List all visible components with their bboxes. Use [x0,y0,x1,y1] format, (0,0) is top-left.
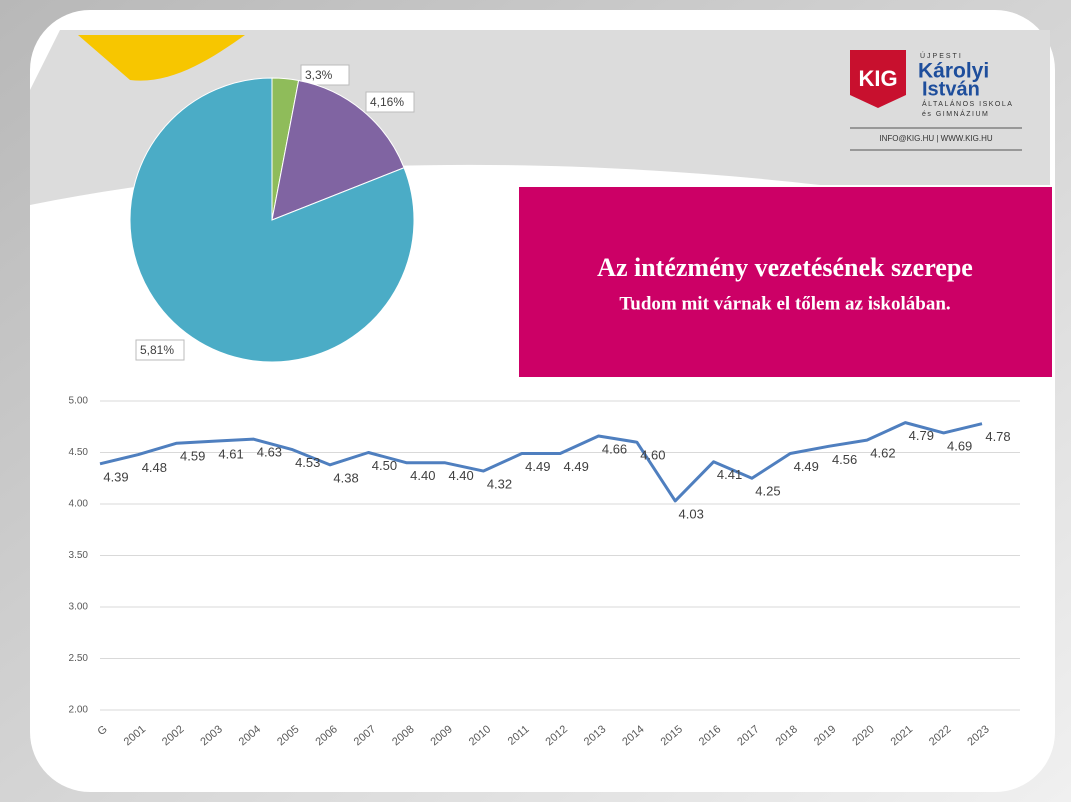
data-label: 4.38 [333,470,358,485]
data-label: 5,81% [140,343,174,357]
data-label: 4.53 [295,455,320,470]
logo-contact: INFO@KIG.HU | WWW.KIG.HU [879,134,993,143]
logo-line: és GIMNÁZIUM [922,109,989,118]
data-label: 4.48 [142,460,167,475]
data-label-box [135,339,185,361]
data-label: 4.56 [832,452,857,467]
line-series [99,421,983,503]
data-label: 3,3% [305,68,333,82]
pie-slice [129,77,415,363]
y-tick-label: 5.00 [69,396,89,407]
logo-line: ÁLTALÁNOS ISKOLA [922,99,1013,108]
data-label: 4.25 [755,484,780,499]
data-label: 4.40 [410,468,435,483]
data-label: 4.79 [909,428,934,443]
data-label: 4.49 [564,459,589,474]
data-label: 4.59 [180,449,205,464]
logo: KIG ÚJPESTI Károlyi István ÁLTALÁNOS ISK… [850,50,1022,151]
logo-name: István [922,78,980,100]
data-label-box [300,64,350,86]
data-label: 4.49 [794,459,819,474]
title-box [519,187,1052,377]
data-label: 4.78 [985,429,1010,444]
data-label: 4.50 [372,458,397,473]
data-label: 4.40 [448,468,473,483]
data-label: 4.41 [717,467,742,482]
data-label: 4.63 [257,445,282,460]
decor-yellow [78,35,245,81]
y-tick-label: 4.50 [69,447,89,458]
data-label: 4.60 [640,448,665,463]
data-label: 4.49 [525,459,550,474]
y-tick-label: 3.50 [69,550,89,561]
data-label: 4.69 [947,438,972,453]
logo-mark: KIG [858,66,897,91]
data-label: 4.32 [487,476,512,491]
data-label: 4.03 [679,506,704,521]
logo-small: ÚJPESTI [920,51,963,60]
data-label: 4.39 [103,469,128,484]
y-tick-label: 3.00 [69,602,89,613]
logo-name: Károlyi [918,60,989,83]
data-label: 4.66 [602,441,627,456]
y-tick-label: 2.50 [69,653,89,664]
y-tick-label: 4.00 [69,499,89,510]
data-label: 4.61 [218,447,243,462]
data-label-box [365,91,415,113]
logo-shield [850,50,906,108]
data-label: 4.62 [870,446,895,461]
slide-title: Az intézmény vezetésének szerepe [597,253,973,282]
y-tick-label: 2.00 [69,705,89,716]
pie-slice [271,79,405,221]
slide-subtitle: Tudom mit várnak el tőlem az iskolában. [619,293,950,314]
data-label: 4,16% [370,95,404,109]
